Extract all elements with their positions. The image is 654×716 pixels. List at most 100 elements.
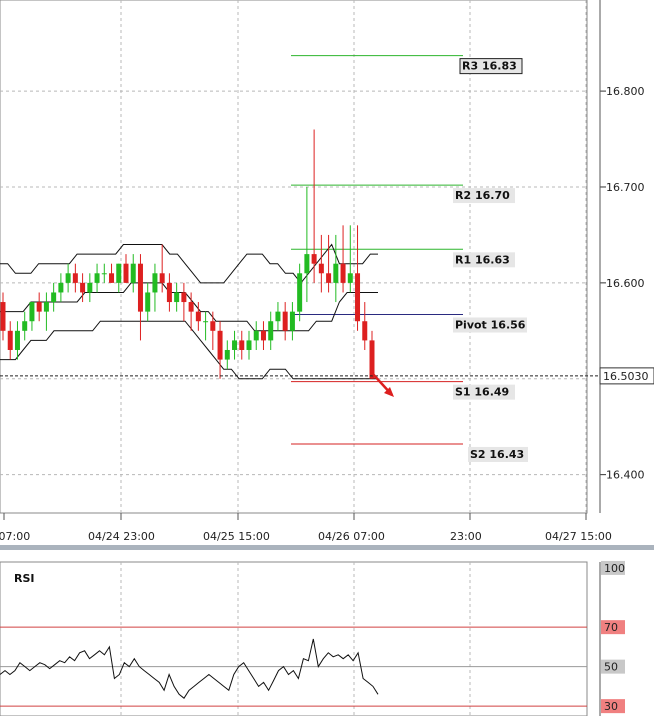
candle-body (239, 340, 245, 350)
level-label: S2 16.43 (470, 448, 524, 461)
panel-separator (0, 545, 654, 550)
level-label: R2 16.70 (455, 189, 510, 202)
bollinger-middle (0, 282, 378, 332)
candle-body (188, 302, 194, 312)
level-label-bg (453, 317, 527, 333)
rsi-axis: 100 70 50 30 (599, 560, 625, 716)
down-arrow-icon (371, 372, 394, 397)
rsi-title: RSI (14, 572, 35, 585)
candle-body (326, 273, 332, 283)
rsi-tick-label: 30 (604, 700, 618, 713)
candle-body (246, 340, 252, 350)
current-price-box (599, 367, 654, 385)
candle-body (87, 282, 93, 293)
candle-body (65, 273, 71, 283)
candle-body (7, 330, 13, 350)
time-tick-label: 04/25 15:00 (203, 530, 270, 543)
rsi-tick-bg (601, 620, 625, 635)
candle-body (355, 273, 361, 322)
candle-body (304, 254, 310, 274)
candle-body (145, 292, 151, 312)
candle-body (260, 330, 266, 341)
candle-body (14, 330, 20, 350)
current-price-text: 16.5030 (603, 370, 649, 383)
candle-body (94, 273, 100, 283)
candle-body (275, 311, 281, 322)
time-tick-label: 04/24 23:00 (88, 530, 155, 543)
candle-body (362, 321, 368, 341)
rsi-tick-bg (601, 560, 625, 575)
candle-body (123, 263, 129, 283)
candle-body (116, 263, 122, 283)
current-price-label: 16.5030 (599, 367, 654, 385)
candle-body (130, 263, 136, 283)
price-tick-label: 16.600 (606, 277, 645, 290)
candle-body (80, 282, 86, 293)
candle-body (109, 273, 115, 283)
level-label: S1 16.49 (455, 386, 509, 399)
candle-body (195, 311, 201, 322)
rsi-tick-label: 50 (604, 661, 618, 674)
candle-body (268, 321, 274, 341)
level-label-bg (453, 188, 515, 204)
candle-body (166, 282, 172, 303)
level-label-bg (453, 384, 515, 400)
candle-body (36, 302, 42, 312)
candle-body (318, 263, 324, 274)
candle-body (369, 340, 375, 379)
bollinger-bands (0, 243, 378, 380)
pivot-levels: R3 16.83 R2 16.70 R1 16.63 Pivot 16.56 S1 16… (291, 55, 528, 462)
level-label-bg (453, 252, 515, 268)
candle-body (311, 254, 317, 264)
level-label-bg (468, 446, 528, 462)
candle-body (43, 302, 49, 312)
time-axis: 2 07:00 04/24 23:00 04/25 15:00 04/26 07:00… (0, 513, 612, 543)
level-label: R1 16.63 (455, 253, 510, 266)
candle-body (217, 330, 223, 360)
rsi-tick-label: 70 (604, 621, 618, 634)
candle-body (0, 302, 6, 331)
candle-body (224, 349, 230, 360)
rsi-panel-border (0, 561, 588, 716)
candle-body (347, 273, 353, 283)
price-tick-label: 16.700 (606, 181, 645, 194)
rsi-tick-bg (601, 699, 625, 714)
candle-body (340, 263, 346, 283)
candle-body (22, 321, 28, 331)
price-tick-label: 16.400 (606, 469, 645, 482)
candle-body (181, 292, 187, 303)
candle-body (29, 302, 35, 322)
candle-body (289, 311, 295, 331)
candle-body (72, 273, 78, 283)
candle-body (51, 292, 57, 303)
level-label-bg (459, 58, 523, 75)
time-tick-label: 2 07:00 (0, 530, 30, 543)
price-grid (0, 0, 587, 513)
time-tick-label: 04/27 15:00 (545, 530, 612, 543)
candle-body (101, 273, 107, 275)
candle-body (210, 321, 216, 331)
rsi-line (0, 638, 379, 699)
candle-body (232, 340, 238, 350)
rsi-grid (0, 562, 587, 716)
rsi-tick-label: 100 (604, 562, 625, 575)
candle-body (137, 263, 143, 312)
candle-body (297, 273, 303, 312)
level-label: Pivot 16.56 (455, 319, 526, 332)
level-label: R3 16.83 (462, 60, 517, 73)
candle-body (58, 282, 64, 293)
candle-body (282, 311, 288, 331)
time-tick-label: 23:00 (450, 530, 482, 543)
bollinger-upper (0, 243, 378, 284)
candle-body (333, 263, 339, 283)
candlesticks (0, 129, 375, 379)
price-tick-label: 16.800 (606, 85, 645, 98)
candle-body (174, 292, 180, 303)
candle-body (203, 321, 209, 323)
candle-body (253, 330, 259, 341)
bollinger-lower (0, 320, 378, 380)
time-tick-label: 04/26 07:00 (318, 530, 385, 543)
candle-body (152, 273, 158, 293)
